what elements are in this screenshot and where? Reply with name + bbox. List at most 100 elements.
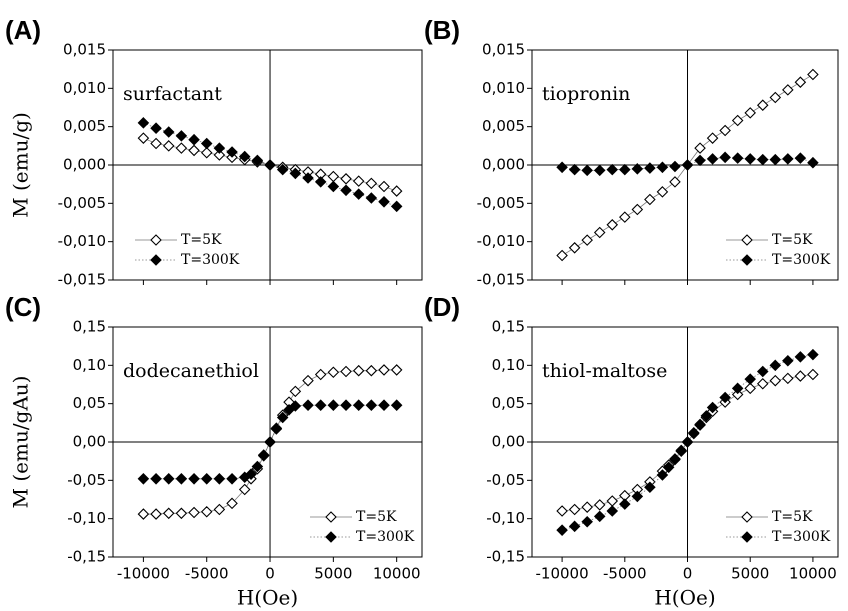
y-tick-label: 0,15 [492, 318, 525, 336]
marker [807, 156, 819, 169]
marker [378, 364, 390, 376]
marker [807, 348, 819, 361]
marker [694, 154, 706, 167]
marker [694, 418, 706, 431]
marker [314, 176, 327, 188]
marker [352, 188, 365, 200]
x-tick-label: 5000 [731, 565, 769, 583]
marker [675, 445, 688, 457]
marker [302, 374, 314, 387]
marker [162, 473, 175, 485]
marker [593, 499, 606, 511]
marker [200, 505, 213, 518]
y-tick-label: 0,000 [63, 156, 106, 174]
marker [744, 373, 756, 385]
marker [606, 163, 619, 176]
marker [756, 153, 769, 166]
marker [340, 173, 352, 185]
marker [289, 385, 302, 398]
marker [644, 193, 656, 206]
legend-marker [741, 254, 753, 266]
marker [744, 153, 756, 165]
legend-label: T=300K [181, 252, 240, 268]
y-tick-label: -0,15 [67, 548, 106, 566]
marker [581, 234, 593, 246]
marker [581, 501, 593, 513]
marker [188, 144, 200, 157]
marker [631, 203, 644, 216]
legend-marker [741, 531, 753, 543]
marker [327, 180, 340, 193]
y-tick-label: -0,010 [58, 232, 106, 250]
marker [257, 449, 270, 461]
y-tick-label: -0,15 [486, 548, 525, 566]
marker [700, 410, 713, 422]
y-tick-label: 0,005 [63, 117, 106, 135]
marker [593, 164, 606, 177]
y-tick-label: 0,000 [482, 156, 525, 174]
marker [794, 351, 807, 363]
x-tick-label: 5000 [314, 565, 352, 583]
marker [769, 374, 782, 387]
y-tick-label: 0,10 [73, 356, 106, 374]
marker [606, 219, 619, 231]
marker [706, 132, 719, 144]
annotation: tiopronin [542, 83, 630, 105]
marker [340, 399, 352, 411]
marker [352, 399, 365, 411]
y-tick-label: -0,10 [486, 509, 525, 527]
marker [162, 140, 175, 152]
marker [226, 497, 238, 510]
marker [365, 399, 378, 411]
marker [719, 124, 731, 137]
marker [631, 490, 644, 503]
panel-label: (B) [424, 15, 460, 45]
marker [302, 399, 314, 411]
marker [769, 153, 782, 166]
marker [200, 473, 213, 485]
panel-label: (D) [424, 292, 460, 322]
marker [352, 175, 365, 187]
marker [782, 372, 794, 385]
marker [251, 154, 264, 167]
y-tick-label: 0,00 [492, 433, 525, 451]
marker [150, 508, 162, 520]
marker [782, 84, 794, 96]
marker [213, 142, 226, 154]
marker [756, 365, 769, 378]
marker [656, 469, 669, 481]
marker [556, 524, 568, 536]
marker [681, 159, 694, 171]
y-tick-label: 0,00 [73, 433, 106, 451]
legend-label: T=300K [356, 529, 415, 545]
marker [568, 520, 581, 533]
annotation: dodecanethiol [123, 360, 259, 382]
marker [593, 510, 606, 523]
marker [264, 436, 276, 448]
marker [390, 364, 403, 376]
marker [327, 366, 340, 379]
marker [606, 505, 619, 517]
marker [644, 481, 656, 494]
marker [794, 370, 807, 382]
marker [581, 164, 593, 177]
marker [581, 515, 593, 528]
marker [289, 167, 302, 180]
x-axis-label: H(Oe) [654, 586, 715, 610]
legend-label: T=5K [181, 232, 222, 248]
marker [276, 163, 289, 176]
marker [568, 242, 581, 254]
marker [150, 473, 162, 485]
marker [365, 192, 378, 204]
legend-label: T=300K [772, 252, 831, 268]
marker [314, 368, 327, 381]
marker [137, 473, 150, 485]
legend-label: T=5K [356, 509, 397, 525]
marker [352, 364, 365, 377]
marker [226, 146, 238, 158]
y-tick-label: -0,05 [486, 471, 525, 489]
x-tick-label: -5000 [603, 565, 647, 583]
marker [619, 211, 631, 223]
marker [213, 473, 226, 485]
